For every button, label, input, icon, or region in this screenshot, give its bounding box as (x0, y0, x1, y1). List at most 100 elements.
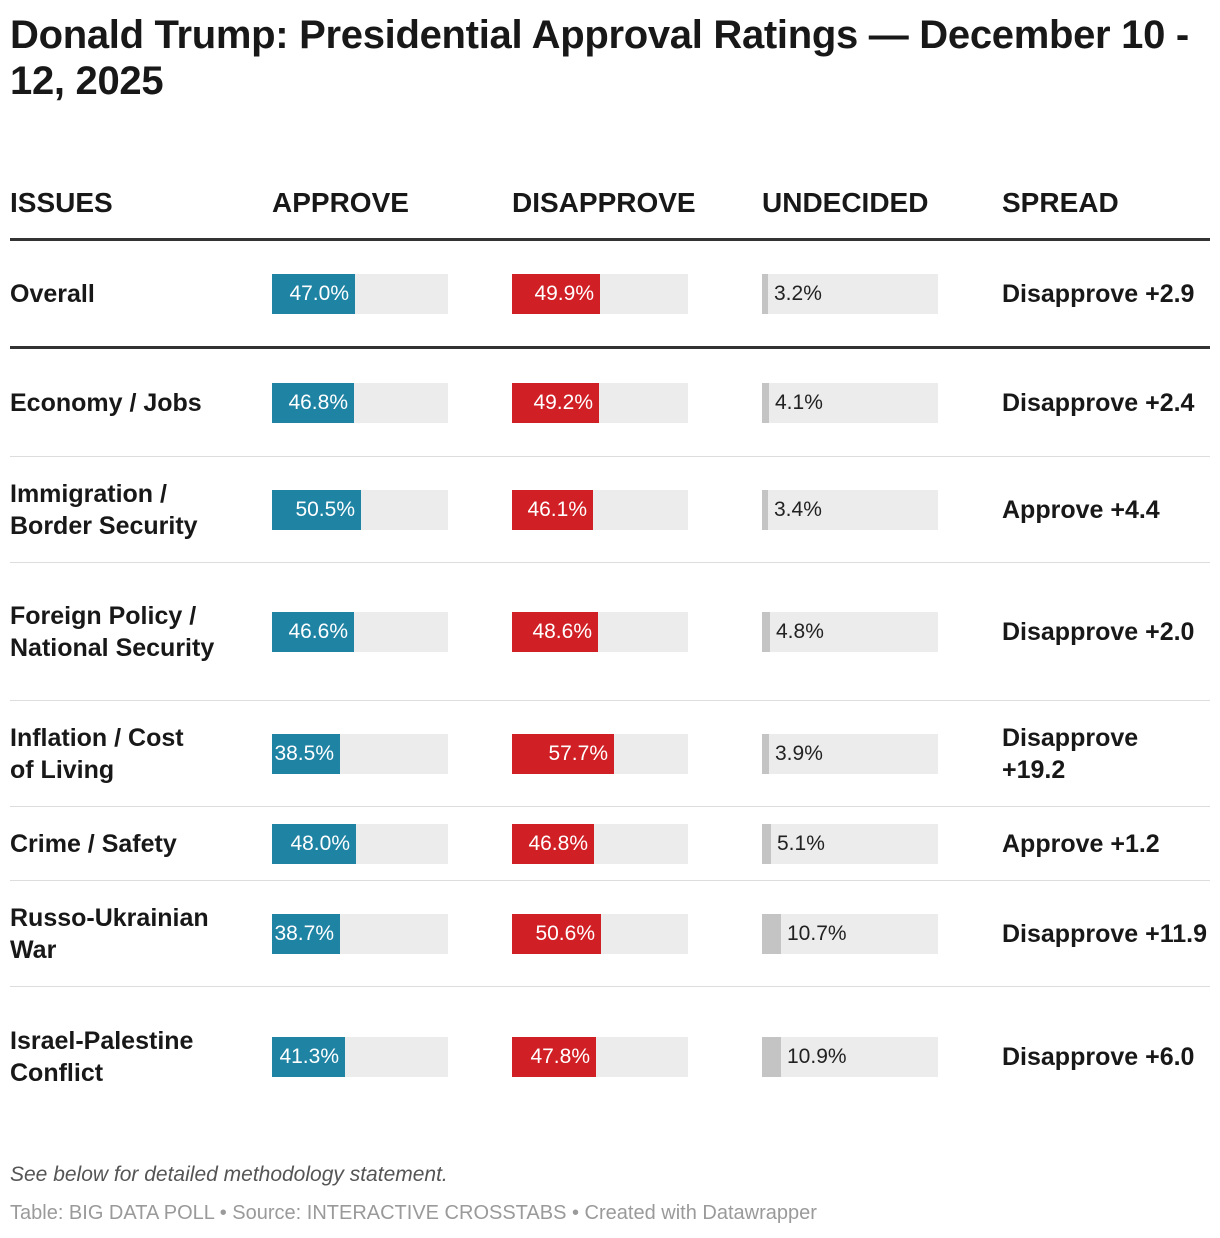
disapprove-bar (512, 612, 598, 652)
disapprove-bar-track: 57.7% (512, 734, 688, 774)
column-header-disapprove[interactable]: DISAPPROVE (512, 187, 696, 218)
disapprove-value-label: 46.1% (527, 498, 587, 521)
disapprove-bar-track: 46.1% (512, 490, 688, 530)
table-row: Inflation / Cost of Living 38.5% 57.7% 3.9%… (0, 701, 1220, 807)
undecided-bar-track: 3.2% (762, 273, 938, 314)
disapprove-bar (512, 734, 614, 774)
approve-bar (272, 914, 340, 954)
disapprove-bar-track: 47.8% (512, 1036, 688, 1077)
disapprove-bar-track: 46.8% (512, 824, 688, 864)
approve-value-label: 46.8% (288, 391, 348, 414)
approve-bar-track: 41.3% (272, 1036, 448, 1077)
approve-value-label: 38.5% (274, 742, 334, 765)
approve-bar-track: 46.8% (272, 383, 448, 423)
disapprove-value-label: 50.6% (535, 922, 595, 945)
approve-bar (272, 1036, 345, 1077)
issue-label: Foreign Policy / National Security (10, 602, 215, 662)
table-row: Overall 47.0% 49.9% 3.2% Disapprove +2.9 (0, 241, 1220, 346)
undecided-bar (762, 273, 768, 314)
column-header-issues[interactable]: ISSUES (10, 187, 113, 218)
column-header-spread[interactable]: SPREAD (1002, 187, 1119, 218)
header-rule (10, 238, 1210, 241)
overall-rule (10, 346, 1210, 349)
approve-value-label: 50.5% (295, 498, 355, 521)
spread-value: Disapprove +19.2 (1002, 724, 1139, 784)
undecided-bar-track: 10.7% (762, 914, 938, 954)
issue-label: Crime / Safety (10, 830, 177, 858)
table-row: Crime / Safety 48.0% 46.8% 5.1% Approve +1.2 (0, 807, 1220, 881)
undecided-value-label: 4.1% (775, 391, 823, 414)
disapprove-value-label: 57.7% (548, 742, 608, 765)
issue-label: Russo-Ukrainian War (10, 904, 209, 964)
spread-value: Disapprove +6.0 (1002, 1042, 1195, 1071)
undecided-bar-track: 3.9% (762, 734, 938, 774)
disapprove-bar (512, 1036, 596, 1077)
row-divider (10, 986, 1210, 987)
undecided-bar (762, 734, 769, 774)
disapprove-bar-track: 49.2% (512, 383, 688, 423)
row-divider (10, 806, 1210, 807)
approve-bar (272, 612, 354, 652)
disapprove-value-label: 47.8% (530, 1044, 590, 1068)
undecided-value-label: 4.8% (776, 620, 824, 643)
column-header-undecided[interactable]: UNDECIDED (762, 187, 929, 218)
undecided-bar (762, 824, 771, 864)
issue-label: Economy / Jobs (10, 389, 202, 417)
page-title: Donald Trump: Presidential Approval Rati… (10, 13, 1189, 103)
table-row: Foreign Policy / National Security 46.6% 4… (0, 563, 1220, 701)
approve-value-label: 41.3% (279, 1044, 339, 1068)
issue-label: Immigration / Border Security (10, 480, 198, 540)
spread-value: Disapprove +11.9 (1002, 920, 1207, 948)
approve-bar (272, 824, 356, 864)
table-row: Israel-Palestine Conflict 41.3% 47.8% 10.9%… (0, 987, 1220, 1126)
undecided-value-label: 3.2% (774, 281, 822, 305)
undecided-bar-track: 5.1% (762, 824, 938, 864)
undecided-value-label: 3.4% (774, 498, 822, 521)
undecided-bar (762, 383, 769, 423)
undecided-bar-track: 3.4% (762, 490, 938, 530)
approve-bar (272, 734, 340, 774)
spread-value: Approve +1.2 (1002, 830, 1160, 858)
approve-bar-track: 46.6% (272, 612, 448, 652)
spread-value: Disapprove +2.4 (1002, 389, 1195, 417)
table-row: Russo-Ukrainian War 38.7% 50.6% 10.7% Disapp… (0, 881, 1220, 987)
column-header-approve[interactable]: APPROVE (272, 187, 409, 218)
issue-label: Inflation / Cost of Living (10, 724, 184, 784)
undecided-bar (762, 612, 770, 652)
undecided-bar-track: 10.9% (762, 1036, 938, 1077)
issue-label: Israel-Palestine Conflict (10, 1026, 194, 1087)
approve-bar-track: 48.0% (272, 824, 448, 864)
undecided-bar (762, 914, 781, 954)
disapprove-bar-track: 49.9% (512, 273, 688, 314)
approve-value-label: 46.6% (288, 620, 348, 643)
disapprove-bar (512, 824, 594, 864)
source-credit: Table: BIG DATA POLL • Source: INTERACTI… (10, 1202, 817, 1224)
undecided-value-label: 5.1% (777, 832, 825, 855)
spread-value: Disapprove +2.9 (1002, 279, 1195, 308)
approve-bar-track: 38.7% (272, 914, 448, 954)
spread-value: Disapprove +2.0 (1002, 618, 1195, 646)
undecided-bar-track: 4.8% (762, 612, 938, 652)
approve-bar-track: 47.0% (272, 273, 448, 314)
approve-value-label: 38.7% (274, 922, 334, 945)
disapprove-bar-track: 48.6% (512, 612, 688, 652)
approve-bar (272, 383, 354, 423)
approve-value-label: 48.0% (290, 832, 350, 855)
disapprove-bar (512, 383, 599, 423)
approve-bar (272, 273, 355, 314)
table-row: Immigration / Border Security 50.5% 46.1% 3… (0, 457, 1220, 563)
disapprove-value-label: 49.2% (533, 391, 593, 414)
undecided-bar-track: 4.1% (762, 383, 938, 423)
row-divider (10, 880, 1210, 881)
disapprove-value-label: 49.9% (534, 281, 594, 305)
methodology-note: See below for detailed methodology state… (10, 1163, 448, 1186)
undecided-value-label: 10.7% (787, 922, 847, 945)
approve-bar-track: 38.5% (272, 734, 448, 774)
spread-value: Approve +4.4 (1002, 496, 1160, 524)
approve-bar-track: 50.5% (272, 490, 448, 530)
disapprove-value-label: 46.8% (528, 832, 588, 855)
approve-bar (272, 490, 361, 530)
row-divider (10, 700, 1210, 701)
undecided-bar (762, 1036, 781, 1077)
approve-value-label: 47.0% (289, 281, 349, 305)
